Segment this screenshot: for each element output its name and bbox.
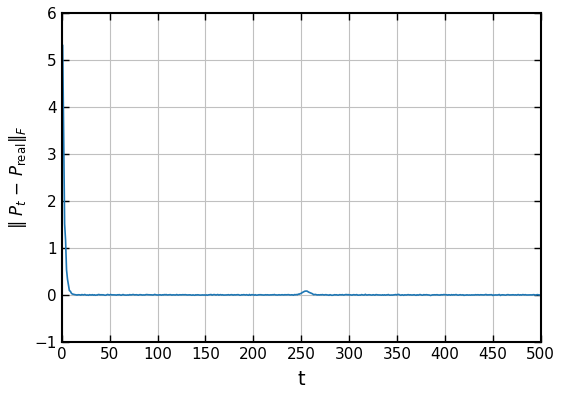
X-axis label: t: t bbox=[297, 370, 305, 389]
Y-axis label: $\Vert$ $P_t$ $-$ $P_{\mathrm{real}}$$\Vert_F$: $\Vert$ $P_t$ $-$ $P_{\mathrm{real}}$$\V… bbox=[7, 126, 29, 229]
